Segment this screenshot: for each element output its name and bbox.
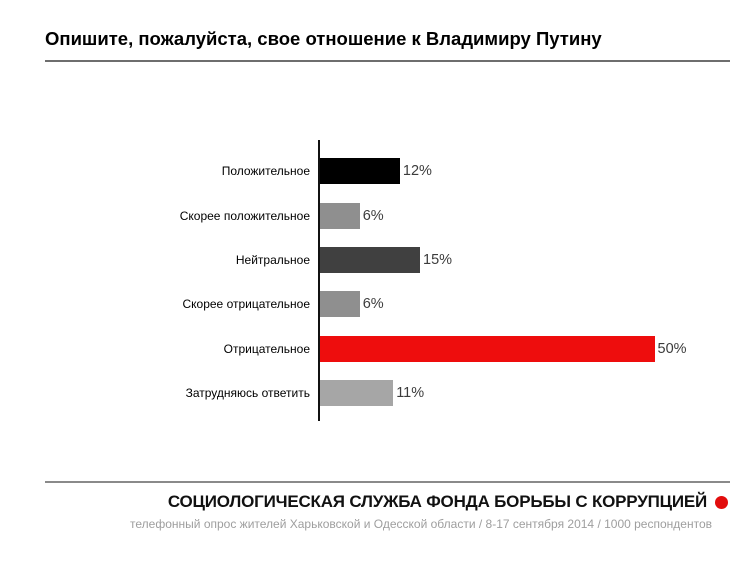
- page-title: Опишите, пожалуйста, свое отношение к Вл…: [45, 28, 602, 49]
- value-label: 15%: [423, 251, 453, 268]
- category-label: Скорее отрицательное: [182, 297, 310, 312]
- bar: [319, 202, 360, 229]
- footer-divider: [45, 481, 730, 483]
- bar-row: Нейтральное 15%: [0, 238, 752, 282]
- category-label: Нейтральное: [235, 252, 310, 267]
- category-label: Отрицательное: [223, 341, 310, 356]
- header-divider: [45, 60, 730, 62]
- bar: [319, 246, 420, 273]
- bar-row: Отрицательное 50%: [0, 327, 752, 371]
- bar: [319, 335, 655, 362]
- value-label: 12%: [402, 163, 432, 180]
- footer-org-title: СОЦИОЛОГИЧЕСКАЯ СЛУЖБА ФОНДА БОРЬБЫ С КО…: [167, 492, 707, 511]
- chart-axis-baseline: [318, 140, 320, 421]
- footer-survey-info: телефонный опрос жителей Харьковской и О…: [130, 517, 712, 531]
- bar: [319, 158, 400, 185]
- bar: [319, 380, 394, 407]
- brand-dot-icon: [715, 495, 728, 509]
- value-label: 50%: [657, 340, 687, 357]
- category-label: Скорее положительное: [179, 208, 310, 223]
- value-label: 6%: [362, 207, 384, 224]
- footer: СОЦИОЛОГИЧЕСКАЯ СЛУЖБА ФОНДА БОРЬБЫ С КО…: [130, 492, 728, 531]
- bar-row: Скорее отрицательное 6%: [0, 282, 752, 326]
- value-label: 6%: [362, 296, 384, 313]
- bar-row: Скорее положительное 6%: [0, 193, 752, 237]
- category-label: Положительное: [221, 164, 310, 179]
- value-label: 11%: [396, 385, 425, 402]
- bar-row: Затрудняюсь ответить 11%: [0, 371, 752, 415]
- bar-rows: Положительное 12% Скорее положительное 6% Не…: [0, 149, 752, 415]
- bar-row: Положительное 12%: [0, 149, 752, 193]
- footer-title-row: СОЦИОЛОГИЧЕСКАЯ СЛУЖБА ФОНДА БОРЬБЫ С КО…: [130, 492, 728, 512]
- bar: [319, 291, 360, 318]
- category-label: Затрудняюсь ответить: [185, 386, 310, 401]
